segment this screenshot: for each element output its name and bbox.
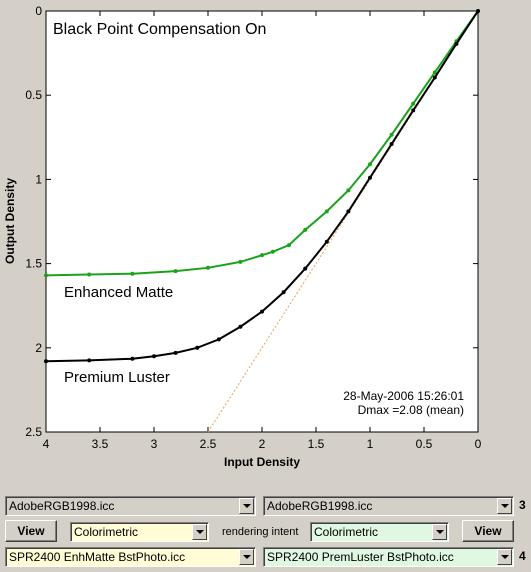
- rendering-intent-select-right-value: Colorimetric: [314, 525, 379, 539]
- y-tick-label: 0: [35, 4, 42, 18]
- row-number-3: 3: [519, 498, 526, 512]
- data-point-premium-luster: [260, 309, 264, 314]
- chart-title: Black Point Compensation On: [53, 21, 266, 38]
- output-profile-select-right[interactable]: SPR2400 PremLuster BstPhoto.icc: [263, 547, 514, 567]
- row-number-4: 4: [519, 549, 526, 563]
- density-chart: 4 3.5 3 2.5 2 1.5 1 0.5 0 0 0.5 1 1.5 2 2.5 Black Poin…: [3, 4, 482, 469]
- data-point-premium-luster: [87, 358, 92, 363]
- chevron-down-icon[interactable]: [239, 549, 254, 565]
- data-point-enhanced-matte: [368, 162, 372, 167]
- data-point-enhanced-matte: [303, 227, 308, 232]
- data-point-enhanced-matte: [260, 253, 264, 258]
- data-point-premium-luster: [411, 108, 416, 113]
- data-point-enhanced-matte: [270, 249, 275, 254]
- data-point-premium-luster: [303, 266, 308, 271]
- data-point-premium-luster: [324, 239, 329, 244]
- y-tick-label: 2.5: [25, 425, 42, 439]
- data-point-premium-luster: [368, 175, 372, 180]
- chevron-down-icon[interactable]: [497, 498, 512, 514]
- y-tick-label: 2: [35, 341, 42, 355]
- rendering-intent-select-left-value: Colorimetric: [74, 525, 139, 539]
- chevron-down-icon[interactable]: [432, 524, 447, 540]
- data-point-premium-luster: [346, 209, 351, 214]
- data-point-premium-luster: [44, 359, 48, 364]
- data-point-premium-luster: [152, 354, 156, 359]
- data-point-enhanced-matte: [346, 188, 351, 193]
- ticks: 4 3.5 3 2.5 2 1.5 1 0.5 0 0 0.5 1 1.5 2 2.5: [25, 4, 481, 451]
- data-point-premium-luster: [389, 142, 394, 147]
- rendering-intent-select-left[interactable]: Colorimetric: [70, 522, 209, 542]
- x-tick-label: 0.5: [416, 437, 433, 451]
- output-profile-select-left[interactable]: SPR2400 EnhMatte BstPhoto.icc: [5, 547, 256, 567]
- series-line-enhanced-matte: [45, 10, 479, 277]
- chevron-down-icon[interactable]: [192, 524, 207, 540]
- source-profile-select-left[interactable]: AdobeRGB1998.icc: [5, 496, 256, 516]
- timestamp-annotation: 28-May-2006 15:26:01: [343, 389, 464, 403]
- data-point-enhanced-matte: [238, 259, 243, 264]
- data-point-enhanced-matte: [130, 271, 135, 276]
- view-button-left[interactable]: View: [5, 520, 57, 542]
- source-profile-select-left-value: AdobeRGB1998.icc: [9, 499, 115, 513]
- dmax-annotation: Dmax =2.08 (mean): [358, 403, 464, 417]
- data-point-enhanced-matte: [432, 70, 437, 75]
- series-label-premium-luster: Premium Luster: [64, 369, 170, 386]
- data-point-premium-luster: [130, 356, 135, 361]
- data-point-premium-luster: [432, 75, 437, 80]
- data-point-premium-luster: [216, 337, 221, 342]
- y-tick-label: 0.5: [25, 88, 42, 102]
- data-point-enhanced-matte: [411, 101, 416, 106]
- y-tick-label: 1: [35, 172, 42, 186]
- x-tick-label: 4: [43, 437, 50, 451]
- rendering-intent-label: rendering intent: [222, 526, 299, 538]
- output-profile-select-right-value: SPR2400 PremLuster BstPhoto.icc: [267, 550, 454, 564]
- source-profile-select-right[interactable]: AdobeRGB1998.icc: [263, 496, 514, 516]
- x-tick-label: 1: [367, 437, 374, 451]
- chevron-down-icon[interactable]: [239, 498, 254, 514]
- series: [44, 9, 480, 364]
- data-point-premium-luster: [195, 345, 200, 350]
- data-point-premium-luster: [476, 9, 480, 13]
- view-button-right[interactable]: View: [462, 520, 514, 542]
- series-label-enhanced-matte: Enhanced Matte: [64, 284, 173, 301]
- data-point-enhanced-matte: [206, 265, 210, 270]
- data-point-enhanced-matte: [324, 209, 329, 214]
- data-point-enhanced-matte: [173, 269, 178, 274]
- y-axis-title: Output Density: [3, 178, 17, 264]
- rendering-intent-select-right[interactable]: Colorimetric: [310, 522, 449, 542]
- data-point-premium-luster: [173, 350, 178, 355]
- data-point-premium-luster: [281, 290, 286, 295]
- chevron-down-icon[interactable]: [497, 549, 512, 565]
- x-tick-label: 1.5: [308, 437, 325, 451]
- x-tick-label: 2.5: [200, 437, 217, 451]
- x-tick-label: 2: [259, 437, 266, 451]
- x-tick-label: 3.5: [92, 437, 109, 451]
- data-point-premium-luster: [238, 324, 243, 329]
- data-point-enhanced-matte: [87, 272, 92, 277]
- x-axis-title: Input Density: [224, 455, 300, 469]
- y-tick-label: 1.5: [25, 257, 42, 271]
- data-point-enhanced-matte: [389, 132, 394, 137]
- output-profile-select-left-value: SPR2400 EnhMatte BstPhoto.icc: [9, 550, 186, 564]
- data-point-premium-luster: [454, 41, 459, 46]
- x-tick-label: 0: [475, 437, 482, 451]
- plot-area: [45, 10, 479, 433]
- source-profile-select-right-value: AdobeRGB1998.icc: [267, 499, 373, 513]
- data-point-enhanced-matte: [287, 243, 291, 248]
- x-tick-label: 3: [151, 437, 158, 451]
- data-point-enhanced-matte: [44, 273, 48, 278]
